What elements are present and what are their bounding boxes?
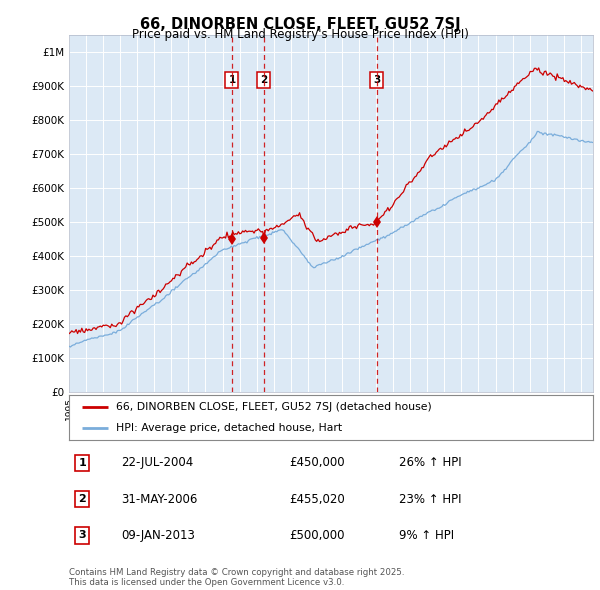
Text: HPI: Average price, detached house, Hart: HPI: Average price, detached house, Hart (116, 422, 342, 432)
Text: 1: 1 (78, 458, 86, 468)
Text: 3: 3 (78, 530, 86, 540)
Text: 9% ↑ HPI: 9% ↑ HPI (399, 529, 454, 542)
Text: 1: 1 (229, 74, 236, 84)
Text: £500,000: £500,000 (289, 529, 344, 542)
Text: 2: 2 (260, 74, 268, 84)
Text: 26% ↑ HPI: 26% ↑ HPI (399, 457, 461, 470)
Text: 22-JUL-2004: 22-JUL-2004 (121, 457, 194, 470)
Text: 09-JAN-2013: 09-JAN-2013 (121, 529, 195, 542)
Text: Contains HM Land Registry data © Crown copyright and database right 2025.
This d: Contains HM Land Registry data © Crown c… (69, 568, 404, 587)
Text: 66, DINORBEN CLOSE, FLEET, GU52 7SJ (detached house): 66, DINORBEN CLOSE, FLEET, GU52 7SJ (det… (116, 402, 432, 412)
Text: 66, DINORBEN CLOSE, FLEET, GU52 7SJ: 66, DINORBEN CLOSE, FLEET, GU52 7SJ (140, 17, 460, 31)
Text: 23% ↑ HPI: 23% ↑ HPI (399, 493, 461, 506)
Text: 31-MAY-2006: 31-MAY-2006 (121, 493, 198, 506)
Text: 2: 2 (78, 494, 86, 504)
Text: £450,000: £450,000 (289, 457, 344, 470)
Text: 3: 3 (373, 74, 380, 84)
Text: Price paid vs. HM Land Registry's House Price Index (HPI): Price paid vs. HM Land Registry's House … (131, 28, 469, 41)
Text: £455,020: £455,020 (289, 493, 345, 506)
